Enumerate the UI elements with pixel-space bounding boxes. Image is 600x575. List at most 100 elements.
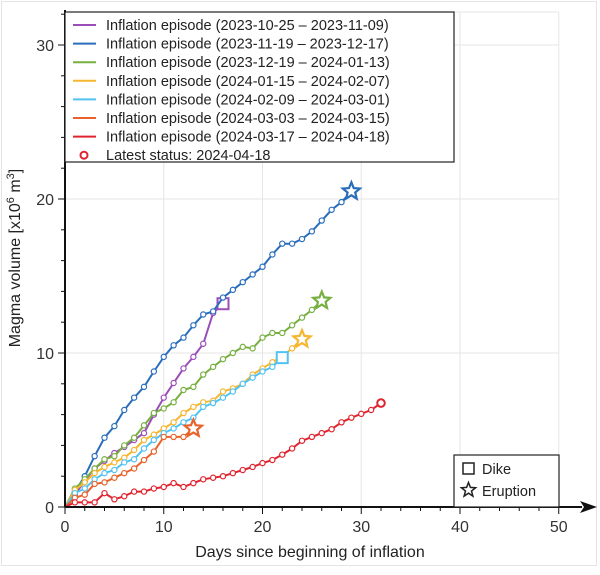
data-point <box>150 431 158 438</box>
data-point <box>239 380 246 387</box>
data-point <box>279 240 286 247</box>
data-point <box>111 422 118 430</box>
legend: Inflation episode (2023-10-25 – 2023-11-… <box>64 11 455 164</box>
data-point <box>130 394 138 401</box>
data-point <box>318 429 325 437</box>
data-point <box>130 465 138 472</box>
data-point <box>140 445 148 452</box>
data-point <box>111 496 118 503</box>
data-point <box>200 476 207 483</box>
data-point <box>101 489 108 497</box>
data-point <box>269 251 276 258</box>
data-point <box>140 422 148 429</box>
series-4 <box>64 327 314 508</box>
x-tick-label: 50 <box>550 519 568 536</box>
data-point <box>91 469 98 477</box>
data-point <box>259 368 266 375</box>
series-layer <box>64 179 386 508</box>
data-point <box>160 405 167 412</box>
series-5 <box>64 351 289 508</box>
data-point <box>130 456 138 463</box>
marker-legend-eruption-label: Eruption <box>482 484 536 500</box>
data-point <box>288 240 296 247</box>
data-point <box>200 403 207 411</box>
x-tick-label: 20 <box>254 519 272 536</box>
data-point <box>298 314 306 321</box>
data-point <box>259 334 266 341</box>
data-point <box>150 485 158 492</box>
data-point <box>150 448 158 455</box>
data-point <box>130 488 138 495</box>
eruption-marker <box>182 416 205 439</box>
legend-label: Inflation episode (2024-02-09 – 2024-03-… <box>106 92 390 108</box>
data-point <box>229 349 237 357</box>
data-point <box>160 483 167 491</box>
data-point <box>249 463 256 471</box>
data-point <box>160 353 167 361</box>
data-point <box>160 394 167 401</box>
data-point <box>249 374 256 381</box>
y-tick-label: 0 <box>45 500 54 517</box>
data-point <box>239 343 246 351</box>
data-point <box>249 271 256 278</box>
data-point <box>150 409 158 417</box>
data-point <box>170 433 177 441</box>
marker-legend: Dike Eruption <box>453 454 560 508</box>
x-tick-label: 40 <box>451 519 469 536</box>
data-point <box>190 403 197 411</box>
y-axis-label: Magma volume [x106 m3] <box>5 169 24 348</box>
data-point <box>140 383 148 391</box>
data-point <box>170 379 177 387</box>
data-point <box>249 345 256 352</box>
data-point <box>101 479 108 486</box>
y-tick-label: 30 <box>36 38 54 55</box>
data-point <box>130 434 138 441</box>
data-point <box>200 371 207 378</box>
eruption-star-icon <box>459 480 478 498</box>
data-point <box>358 410 365 418</box>
data-point <box>150 368 158 375</box>
data-point <box>190 322 197 329</box>
data-point <box>91 452 98 460</box>
data-point <box>111 452 118 460</box>
data-point <box>170 425 177 432</box>
data-point <box>259 459 266 467</box>
data-point <box>239 278 246 286</box>
data-point <box>91 499 98 506</box>
legend-label: Inflation episode (2023-10-25 – 2023-11-… <box>106 18 389 34</box>
data-point <box>209 363 217 371</box>
data-point <box>81 491 88 498</box>
data-point <box>190 353 197 361</box>
eruption-marker <box>290 327 314 349</box>
dike-square-icon <box>462 462 475 475</box>
series-2 <box>64 179 363 508</box>
data-point <box>111 474 118 481</box>
data-point <box>180 483 187 491</box>
legend-label: Inflation episode (2023-11-19 – 2023-12-… <box>106 37 389 53</box>
data-point <box>239 466 246 474</box>
data-point <box>140 436 148 444</box>
data-point <box>338 419 345 426</box>
data-point <box>180 334 187 341</box>
data-point <box>111 466 118 474</box>
data-point <box>190 383 197 391</box>
series-line <box>64 302 224 508</box>
data-point <box>101 434 108 441</box>
data-point <box>121 406 128 414</box>
data-point <box>180 419 187 426</box>
series-6 <box>64 416 205 508</box>
data-point <box>219 294 227 301</box>
figure-frame <box>1 1 597 566</box>
data-point <box>209 399 217 407</box>
data-point <box>288 322 296 329</box>
data-point <box>170 399 177 406</box>
legend-box <box>64 11 455 163</box>
series-line <box>64 190 353 508</box>
eruption-marker <box>339 179 363 201</box>
data-point <box>348 414 355 421</box>
data-point <box>308 306 316 314</box>
y-tick-label: 10 <box>36 346 54 363</box>
data-point <box>279 451 286 458</box>
data-point <box>338 198 345 206</box>
